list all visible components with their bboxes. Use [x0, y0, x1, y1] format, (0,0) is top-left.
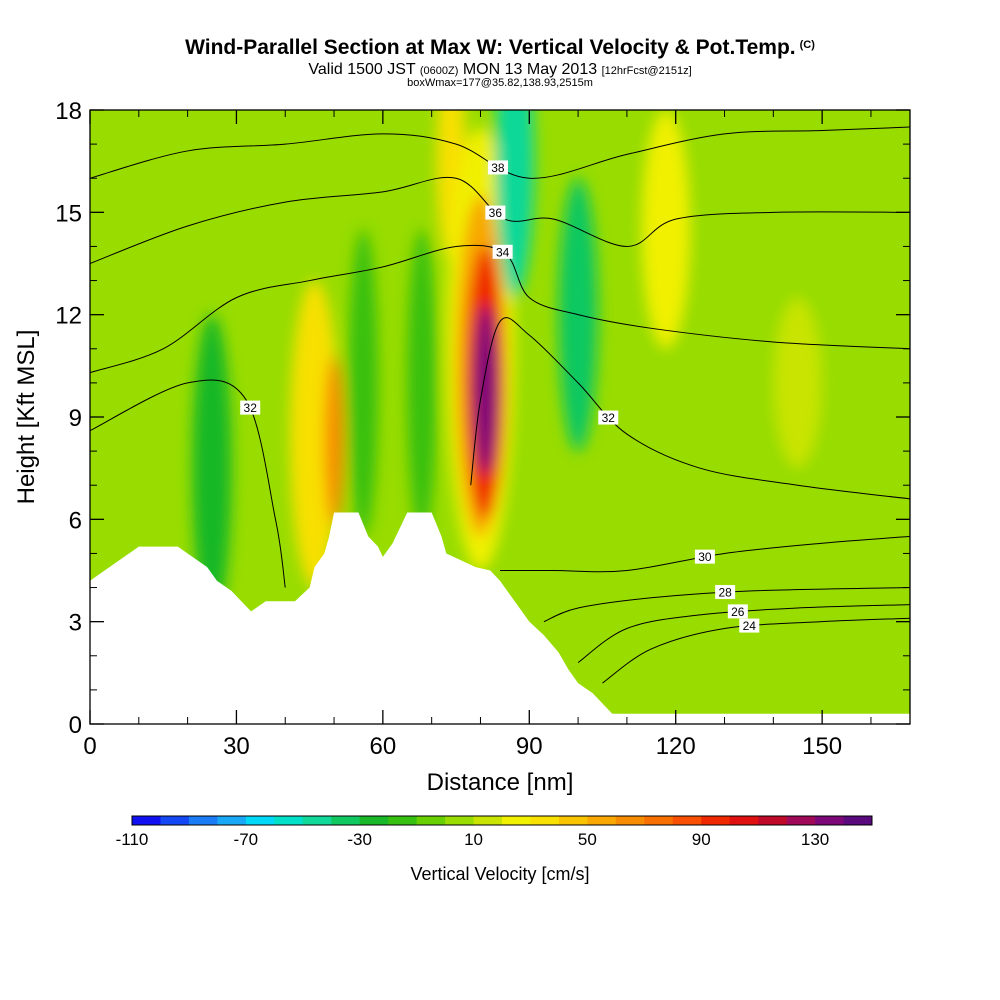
colorbar-tick-label: 90: [692, 830, 711, 849]
theta-contour-24: [602, 617, 910, 684]
y-tick-label: 6: [69, 507, 82, 534]
contour-label-36: 36: [485, 205, 506, 220]
y-tick-label: 15: [55, 200, 82, 227]
y-tick-label: 18: [55, 98, 82, 125]
colorbar-swatch: [302, 816, 332, 825]
chart-title: Wind-Parallel Section at Max W: Vertical…: [185, 36, 815, 59]
colorbar-swatch: [815, 816, 844, 825]
colorbar-swatch: [217, 816, 247, 825]
colorbar-tick-label: 50: [578, 830, 597, 849]
colorbar-swatch: [558, 816, 588, 825]
velocity-cell-1: [290, 280, 339, 588]
terrain-mask: [90, 512, 910, 724]
x-tick-label: 30: [223, 733, 250, 760]
contour-label-32: 32: [240, 400, 261, 415]
velocity-cell-0: [192, 314, 232, 622]
velocity-cell-12: [641, 110, 691, 349]
y-axis-label: Height [Kft MSL]: [13, 330, 40, 505]
theta-contour-34: [90, 244, 910, 374]
colorbar-swatch: [615, 816, 645, 825]
colorbar-swatch: [388, 816, 418, 825]
contour-label-text: 32: [244, 401, 258, 415]
colorbar-swatch: [587, 816, 617, 825]
x-tick-label: 120: [656, 733, 696, 760]
x-tick-label: 90: [516, 733, 543, 760]
theta-contour-32: [470, 317, 910, 500]
velocity-cell-2: [324, 355, 344, 527]
contour-label-text: 30: [698, 550, 712, 564]
y-tick-label: 12: [55, 303, 82, 330]
colorbar-swatch: [672, 816, 702, 825]
colorbar-swatch: [331, 816, 361, 825]
contour-label-text: 26: [731, 605, 745, 619]
contour-label-34: 34: [492, 244, 513, 259]
theta-contour-26: [577, 604, 910, 664]
velocity-cell-3: [348, 229, 378, 537]
y-tick-label: 0: [69, 712, 82, 739]
y-tick-label: 9: [69, 405, 82, 432]
colorbar-swatch: [416, 816, 446, 825]
velocity-cell-4: [407, 229, 437, 537]
colorbar-swatch: [160, 816, 190, 825]
velocity-cell-13: [773, 297, 823, 469]
contour-label-38: 38: [487, 160, 508, 175]
x-tick-label: 60: [370, 733, 397, 760]
colorbar-swatch: [729, 816, 759, 825]
colorbar-swatch: [502, 816, 531, 825]
contour-label-24: 24: [739, 618, 760, 633]
contour-label-28: 28: [715, 585, 736, 600]
colorbar-swatch: [274, 816, 304, 825]
colorbar-tick-label: -110: [116, 830, 149, 849]
colorbar-swatch: [786, 816, 816, 825]
colorbar-tick-label: -70: [234, 830, 259, 849]
theta-contour-32: [90, 379, 286, 588]
colorbar-swatch: [359, 816, 389, 825]
y-tick-label: 3: [69, 610, 82, 637]
copyright-mark: (C): [799, 39, 815, 51]
velocity-cell-9: [473, 304, 498, 475]
colorbar-swatch: [245, 816, 275, 825]
x-axis-label: Distance [nm]: [427, 769, 574, 796]
colorbar-swatch: [644, 816, 674, 825]
contour-label-text: 38: [491, 161, 505, 175]
colorbar-tick-label: 130: [801, 830, 829, 849]
colorbar-frame: [131, 815, 873, 826]
contour-label-26: 26: [727, 604, 748, 619]
colorbar-label: Vertical Velocity [cm/s]: [410, 864, 589, 884]
x-tick-label: 0: [83, 733, 96, 760]
contour-label-text: 24: [743, 619, 757, 633]
colorbar-tick-label: -30: [347, 830, 372, 849]
colorbar: -110 -70 -30 10 50 90 130: [116, 815, 873, 849]
contour-label-30: 30: [694, 549, 715, 564]
contour-label-text: 32: [602, 411, 616, 425]
colorbar-swatch: [758, 816, 788, 825]
contour-label-text: 34: [496, 245, 510, 259]
colorbar-swatch: [530, 816, 560, 825]
theta-contour-28: [543, 587, 910, 623]
contour-label-32: 32: [598, 410, 619, 425]
colorbar-tick-label: 10: [464, 830, 483, 849]
colorbar-swatch: [843, 816, 873, 825]
contour-label-text: 28: [718, 586, 732, 600]
colorbar-swatch: [445, 816, 474, 825]
colorbar-swatch: [701, 816, 731, 825]
contour-label-text: 36: [489, 206, 503, 220]
theta-contour-30: [499, 535, 910, 573]
terrain: [90, 512, 910, 724]
colorbar-swatch: [188, 816, 218, 825]
colorbar-swatch: [132, 816, 161, 825]
colorbar-swatch: [473, 816, 503, 825]
chart-subtitle: Valid 1500 JST (0600Z) MON 13 May 2013 […: [308, 61, 692, 78]
x-tick-label: 150: [802, 733, 842, 760]
box-info: boxWmax=177@35.82,138.93,2515m: [407, 77, 593, 89]
